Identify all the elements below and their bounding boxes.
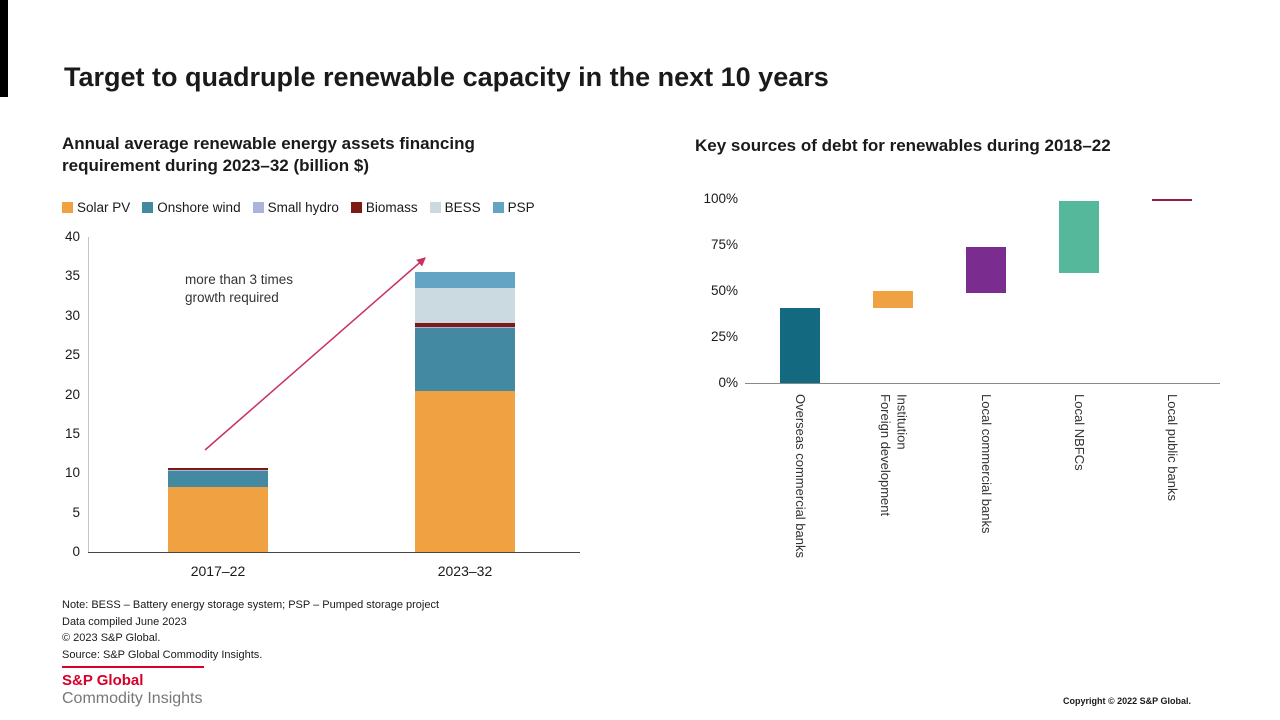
legend-label: Solar PV (77, 200, 131, 215)
y-tick-label: 0 (72, 544, 80, 559)
y-tick-label: 35 (64, 268, 80, 284)
bar-segment-onshore-wind (168, 470, 268, 488)
bar-overseas-commercial-banks (780, 307, 820, 383)
y-tick-label: 25% (710, 329, 738, 344)
footnote-copyright: © 2023 S&P Global. (62, 632, 161, 644)
bar-segment-solar-pv (168, 487, 268, 552)
y-tick-label: 0% (718, 375, 738, 390)
logo-division-text: Commodity Insights (62, 690, 203, 707)
sp-global-logo: S&P Global Commodity Insights (62, 666, 204, 708)
legend-label: PSP (507, 200, 535, 215)
footnote-data-compiled: Data compiled June 2023 (62, 615, 187, 628)
legend-item: PSP (492, 200, 535, 215)
bar-label-local-public-banks: Local public banks (1165, 394, 1181, 501)
logo-rule (62, 666, 204, 668)
x-axis-line (88, 552, 580, 553)
growth-annotation: more than 3 times growth required (185, 272, 294, 306)
legend-item: Small hydro (252, 200, 339, 215)
bar-foreign-development-institution (873, 291, 913, 308)
bar-label-local-nbfcs: Local NBFCs (1072, 394, 1088, 471)
legend-swatch-onshore-wind (142, 202, 154, 213)
y-tick-label: 10 (64, 465, 80, 481)
legend-label: Biomass (365, 200, 418, 215)
bar-segment-small-hydro (168, 470, 268, 471)
footnotes: Note: BESS – Battery energy storage syst… (62, 597, 439, 663)
legend-item: Solar PV (62, 200, 130, 215)
debt-chart-title: Key sources of debt for renewables durin… (695, 136, 1111, 155)
legend-swatch-bess (429, 202, 441, 213)
y-tick-label: 25 (64, 347, 80, 363)
legend-swatch-small-hydro (252, 202, 264, 213)
y-tick-label: 5 (72, 504, 80, 520)
bar-segment-biomass (168, 467, 268, 471)
legend-label: Small hydro (267, 200, 339, 215)
legend-item: Biomass (350, 200, 418, 215)
y-tick-label: 15 (64, 425, 80, 441)
legend-item: Onshore wind (142, 200, 241, 215)
y-tick-label: 20 (64, 386, 80, 402)
bar-label-foreign-development-institution: Foreign development Institution (878, 394, 910, 517)
x-axis-line (745, 383, 1220, 384)
y-tick-label: 100% (703, 191, 738, 206)
bar-label-overseas-commercial-banks: Overseas commercial banks (793, 394, 809, 558)
y-axis-line (88, 237, 89, 552)
legend-swatch-solar-pv (62, 202, 73, 213)
page-title: Target to quadruple renewable capacity i… (64, 62, 829, 92)
financing-chart-title: Annual average renewable energy assets f… (62, 134, 475, 176)
y-tick-label: 40 (64, 229, 80, 244)
legend-item: BESS (429, 200, 481, 215)
financing-chart-legend: Solar PV Onshore wind Small hydro Biomass BE… (62, 200, 535, 215)
legend-label: Onshore wind (157, 200, 241, 215)
slide-accent-bar (0, 0, 8, 97)
y-tick-label: 75% (710, 237, 738, 252)
legend-swatch-biomass (350, 202, 362, 213)
copyright-text: Copyright © 2022 S&P Global. (1063, 696, 1191, 706)
growth-arrow-icon (204, 257, 426, 451)
bar-label-local-commercial-banks: Local commercial banks (979, 394, 995, 534)
legend-label: BESS (444, 200, 481, 215)
bar-local-public-banks (1152, 199, 1192, 201)
footnote-abbreviations: Note: BESS – Battery energy storage syst… (62, 599, 440, 611)
bar-local-commercial-banks (966, 246, 1006, 293)
legend-swatch-psp (492, 202, 504, 213)
category-label: 2017–22 (190, 563, 246, 579)
logo-brand-text: S&P Global (62, 672, 144, 689)
y-tick-label: 30 (64, 307, 80, 323)
footnote-source: Source: S&P Global Commodity Insights. (62, 648, 263, 661)
category-label: 2023–32 (437, 563, 493, 579)
bar-local-nbfcs (1059, 200, 1099, 273)
y-tick-label: 50% (710, 283, 738, 298)
